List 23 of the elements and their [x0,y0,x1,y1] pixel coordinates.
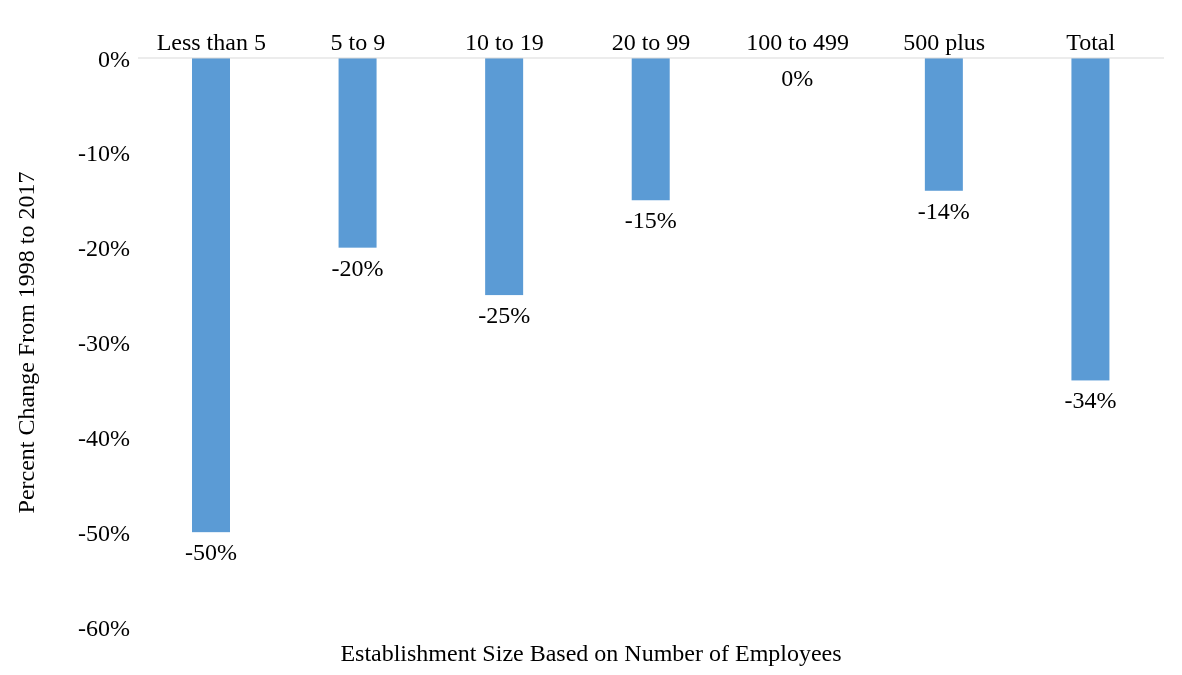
x-tick-label: 10 to 19 [465,29,544,55]
x-tick-label: Total [1066,29,1116,55]
y-tick-label: -50% [78,519,131,546]
y-tick-label: -10% [78,140,131,167]
data-label: -15% [624,207,677,234]
data-label: -34% [1064,387,1117,414]
y-tick-label: -60% [78,614,131,641]
data-label: -20% [331,254,384,281]
x-axis-title: Establishment Size Based on Number of Employees [339,640,843,667]
x-tick-label: Less than 5 [156,29,266,55]
x-tick-label: 100 to 499 [746,29,849,55]
data-label: -14% [917,197,970,224]
x-tick-label: 500 plus [903,29,986,55]
y-tick-label: 0% [98,45,130,72]
data-label: 0% [781,65,814,91]
x-tick-label: 20 to 99 [611,29,691,55]
y-tick-label: -30% [78,330,131,357]
y-tick-label: -20% [78,235,131,262]
data-label: -50% [185,539,237,566]
x-tick-label: 5 to 9 [330,29,386,55]
y-tick-label: -40% [78,424,131,451]
data-label: -25% [478,302,531,329]
y-axis-title: Percent Change From 1998 to 2017 [12,171,39,514]
